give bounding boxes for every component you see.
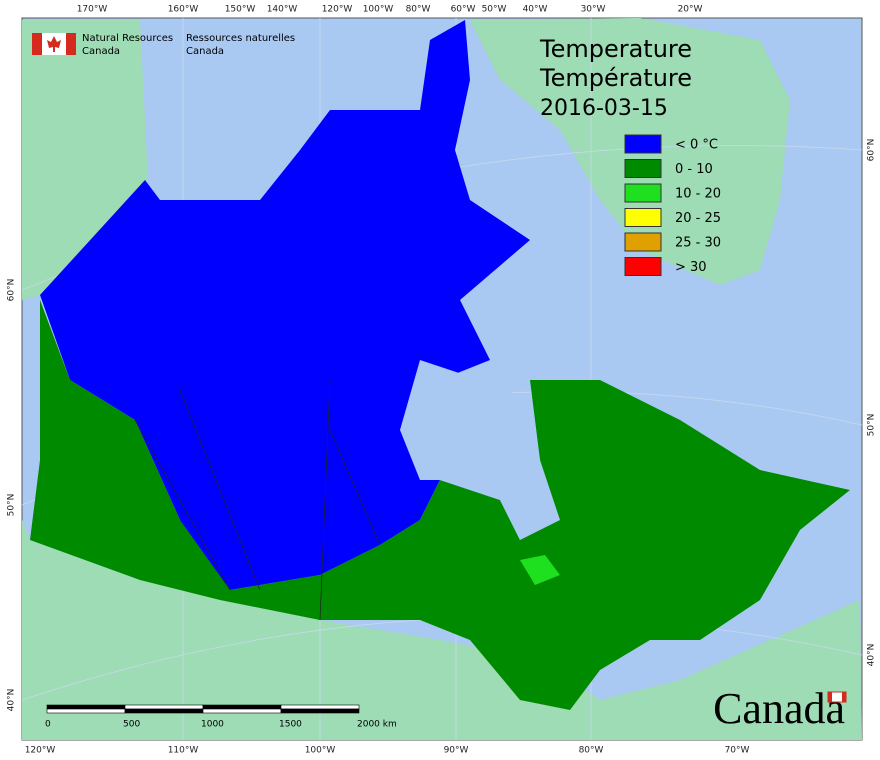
- scale-label: 0: [45, 720, 51, 730]
- scale-label: 1000: [201, 720, 224, 730]
- logo: [32, 33, 76, 55]
- longitude-label: 80°W: [579, 746, 604, 756]
- longitude-label: 50°W: [482, 5, 507, 15]
- longitude-label: 70°W: [725, 746, 750, 756]
- agency-en: Natural Resources: [82, 33, 173, 44]
- scale-label: 500: [123, 720, 140, 730]
- provincial-borders: [134, 379, 381, 621]
- latitude-label: 60°N: [7, 279, 17, 302]
- longitude-label: 120°W: [25, 746, 56, 756]
- legend-label: 25 - 30: [675, 236, 721, 251]
- scale-label: 1500: [279, 720, 302, 730]
- scale-bar: 0 500 1000 1500 2000 km: [45, 704, 397, 730]
- scale-segment: [202, 704, 282, 710]
- scale-segment: [280, 704, 360, 710]
- longitude-label: 30°W: [581, 5, 606, 15]
- longitude-label: 140°W: [267, 5, 298, 15]
- maple-leaf: [47, 36, 61, 52]
- hudson-bay: [400, 360, 540, 540]
- scale-segment: [124, 708, 204, 714]
- longitude-label: 40°W: [523, 5, 548, 15]
- legend-swatch: [624, 183, 662, 203]
- longitude-label: 120°W: [322, 5, 353, 15]
- longitude-label: 150°W: [225, 5, 256, 15]
- date: 2016-03-15: [540, 96, 668, 121]
- latitude-label: 40°N: [7, 689, 17, 712]
- agency-en: Canada: [82, 46, 120, 57]
- flag-bar: [66, 33, 76, 55]
- legend-label: 10 - 20: [675, 187, 721, 202]
- alaska: [22, 20, 148, 300]
- latitude-label: 50°N: [867, 414, 877, 437]
- agency-fr: Ressources naturelles: [186, 33, 295, 44]
- latitude-label: 40°N: [867, 644, 877, 667]
- region-below-zero: [40, 20, 530, 590]
- legend-label: 20 - 25: [675, 211, 721, 226]
- scale-segment: [280, 708, 360, 714]
- title-en: Temperature: [539, 35, 692, 63]
- flag-bar: [32, 33, 42, 55]
- scale-segment: [124, 704, 204, 710]
- agency-fr: Canada: [186, 46, 224, 57]
- wordmark-flag: [842, 692, 846, 702]
- scale-segment: [202, 708, 282, 714]
- latitude-label: 50°N: [7, 494, 17, 517]
- legend-label: > 30: [675, 260, 707, 275]
- longitude-label: 100°W: [305, 746, 336, 756]
- legend: < 0 °C 0 - 10 10 - 20 20 - 25 25 - 30 > 30: [624, 134, 721, 276]
- longitude-label: 160°W: [168, 5, 199, 15]
- title-fr: Température: [539, 64, 692, 92]
- wordmark-flag: [828, 692, 832, 702]
- scale-segment: [46, 708, 126, 714]
- latitude-label: 60°N: [867, 139, 877, 162]
- longitude-label: 80°W: [406, 5, 431, 15]
- legend-swatch: [624, 232, 662, 252]
- longitude-label: 170°W: [77, 5, 108, 15]
- longitude-label: 110°W: [168, 746, 199, 756]
- region-0-10: [30, 300, 850, 710]
- region-10-20: [520, 555, 560, 585]
- wordmark: Canada: [713, 684, 845, 733]
- legend-swatch: [624, 208, 662, 227]
- scale-label: 2000 km: [357, 720, 397, 730]
- legend-swatch: [624, 159, 662, 178]
- longitude-label: 100°W: [363, 5, 394, 15]
- border: [134, 379, 381, 621]
- legend-label: < 0 °C: [675, 138, 718, 153]
- longitude-label: 20°W: [678, 5, 703, 15]
- legend-label: 0 - 10: [675, 162, 713, 177]
- scale-segment: [46, 704, 126, 710]
- graticule-labels: 170°W 160°W 150°W 140°W 120°W 100°W 80°W 60°W 50…: [7, 5, 877, 756]
- legend-swatch: [624, 134, 662, 154]
- longitude-label: 60°W: [451, 5, 476, 15]
- united-states: [22, 520, 862, 740]
- legend-swatch: [624, 257, 662, 276]
- longitude-label: 90°W: [444, 746, 469, 756]
